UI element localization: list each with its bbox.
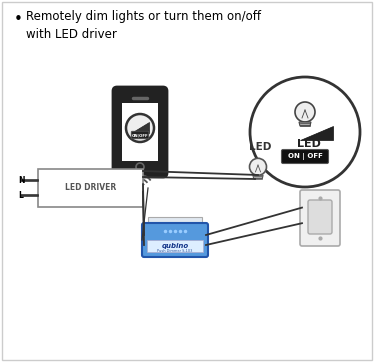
FancyBboxPatch shape — [122, 103, 158, 161]
FancyBboxPatch shape — [282, 150, 328, 164]
Text: ON|OFF: ON|OFF — [132, 133, 148, 137]
Circle shape — [126, 114, 154, 142]
FancyBboxPatch shape — [148, 217, 202, 225]
FancyBboxPatch shape — [300, 190, 340, 246]
FancyBboxPatch shape — [2, 2, 372, 360]
Circle shape — [136, 163, 144, 171]
Text: N: N — [18, 176, 25, 185]
Text: Remotely dim lights or turn them on/off
with LED driver: Remotely dim lights or turn them on/off … — [26, 10, 261, 41]
Polygon shape — [131, 122, 149, 133]
FancyBboxPatch shape — [113, 87, 167, 177]
FancyBboxPatch shape — [142, 223, 208, 257]
Text: L: L — [18, 191, 23, 200]
FancyBboxPatch shape — [308, 200, 332, 234]
Text: LED: LED — [297, 139, 321, 149]
Polygon shape — [300, 126, 333, 140]
FancyBboxPatch shape — [131, 131, 149, 139]
Text: •: • — [14, 12, 23, 27]
FancyBboxPatch shape — [38, 169, 143, 207]
Circle shape — [138, 186, 142, 190]
Polygon shape — [253, 175, 263, 179]
Circle shape — [250, 77, 360, 187]
Text: qubino: qubino — [162, 243, 188, 249]
Text: LED DRIVER: LED DRIVER — [65, 184, 116, 193]
Text: ON | OFF: ON | OFF — [288, 153, 322, 160]
Circle shape — [249, 158, 267, 175]
Text: Push Dimmer S-103: Push Dimmer S-103 — [157, 249, 193, 253]
Polygon shape — [299, 122, 311, 126]
FancyBboxPatch shape — [147, 240, 203, 252]
Circle shape — [295, 102, 315, 122]
Text: LED: LED — [249, 142, 271, 152]
